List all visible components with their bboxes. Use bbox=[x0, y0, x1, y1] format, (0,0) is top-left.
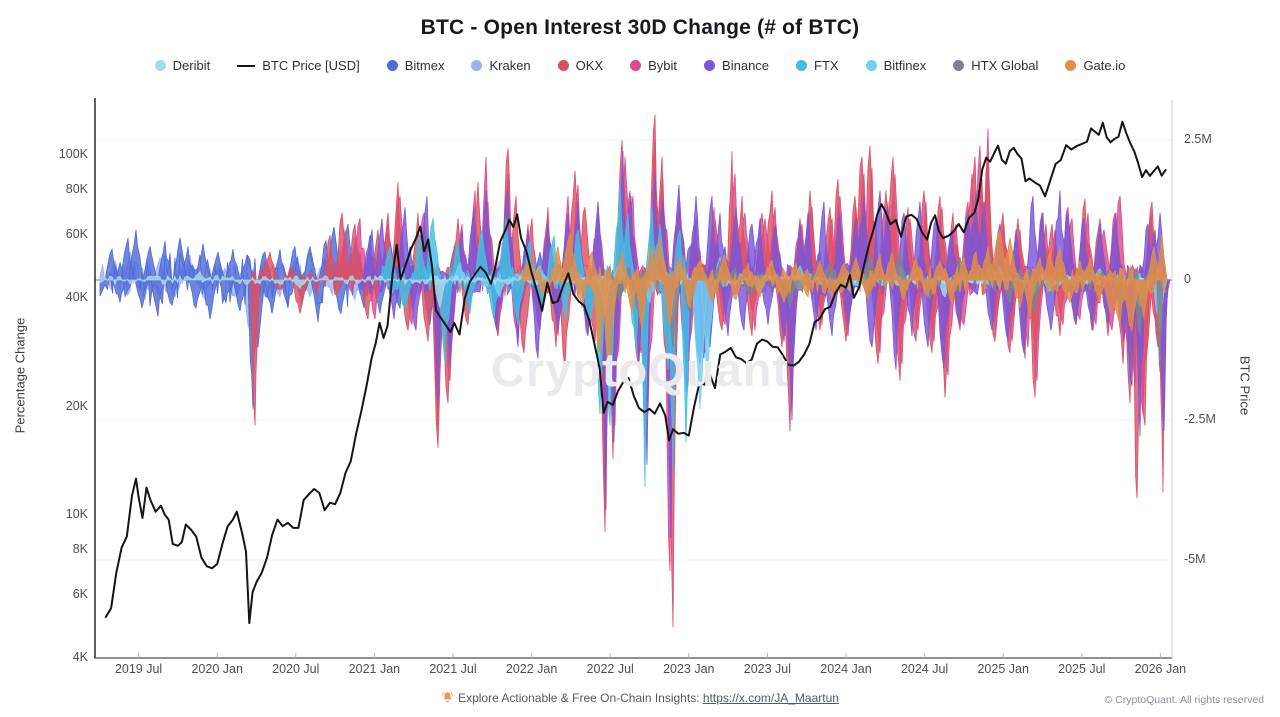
x-axis-tick: 2023 Jan bbox=[663, 662, 715, 676]
legend-item-kraken[interactable]: Kraken bbox=[471, 58, 531, 73]
footer: Explore Actionable & Free On-Chain Insig… bbox=[0, 691, 1280, 705]
right-axis-title: BTC Price bbox=[1237, 355, 1253, 416]
legend-label: BTC Price [USD] bbox=[262, 58, 360, 73]
x-axis-tick: 2022 Jan bbox=[505, 662, 558, 676]
footer-text: Explore Actionable & Free On-Chain Insig… bbox=[458, 691, 703, 705]
right-axis-tick: -5M bbox=[1184, 552, 1206, 566]
x-axis-tick: 2021 Jan bbox=[348, 662, 401, 676]
legend-item-htx-global[interactable]: HTX Global bbox=[953, 58, 1038, 73]
footer-link[interactable]: https://x.com/JA_Maartun bbox=[702, 691, 839, 705]
legend-label: Bitmex bbox=[404, 58, 445, 73]
chart-title: BTC - Open Interest 30D Change (# of BTC… bbox=[420, 16, 860, 39]
series-dot-swatch bbox=[630, 60, 642, 71]
left-axis-tick: 100K bbox=[58, 147, 88, 162]
btc-price-line bbox=[104, 120, 1167, 625]
legend-label: OKX bbox=[575, 58, 604, 73]
x-axis-tick: 2024 Jul bbox=[900, 662, 949, 676]
left-axis-tick: 80K bbox=[65, 181, 88, 196]
legend: Deribit BTC Price [USD] Bitmex Kraken OKX Byb… bbox=[0, 58, 1280, 73]
legend-label: HTX Global bbox=[971, 58, 1039, 73]
series-dot-swatch bbox=[154, 60, 166, 71]
legend-item-gate-io[interactable]: Gate.io bbox=[1065, 58, 1125, 73]
x-axis-tick: 2023 Jul bbox=[743, 662, 792, 676]
legend-item-binance[interactable]: Binance bbox=[704, 58, 769, 73]
series-dot-swatch bbox=[471, 60, 483, 71]
left-axis-tick: 40K bbox=[65, 290, 88, 305]
legend-item-bitmex[interactable]: Bitmex bbox=[386, 58, 445, 73]
series-dot-swatch bbox=[557, 60, 569, 71]
x-axis-tick: 2020 Jul bbox=[272, 662, 320, 676]
legend-item-deribit[interactable]: Deribit bbox=[154, 58, 211, 73]
legend-label: Binance bbox=[722, 58, 770, 73]
left-axis-title: Percentage Change bbox=[12, 317, 28, 434]
left-axis-tick: 8K bbox=[72, 541, 88, 556]
series-dot-swatch bbox=[865, 60, 877, 71]
right-axis-tick: -2.5M bbox=[1184, 412, 1216, 426]
price-line-swatch bbox=[237, 64, 256, 67]
series-binance bbox=[359, 151, 1169, 538]
left-axis-tick: 6K bbox=[72, 586, 88, 601]
x-axis-tick: 2019 Jul bbox=[114, 662, 163, 676]
left-axis-tick: 60K bbox=[65, 226, 88, 241]
x-axis-tick: 2025 Jul bbox=[1058, 662, 1106, 676]
right-axis-tick: 0 bbox=[1184, 272, 1191, 286]
series-dot-swatch bbox=[1065, 60, 1077, 71]
x-axis-tick: 2024 Jan bbox=[820, 662, 872, 676]
copyright: © CryptoQuant. All rights reserved bbox=[1096, 694, 1264, 706]
legend-item-ftx[interactable]: FTX bbox=[796, 58, 839, 73]
x-axis-tick: 2026 Jan bbox=[1134, 662, 1187, 676]
series-dot-swatch bbox=[796, 60, 808, 71]
x-axis-tick: 2020 Jan bbox=[191, 662, 243, 676]
x-axis-tick: 2022 Jul bbox=[586, 662, 634, 676]
legend-label: Deribit bbox=[172, 58, 211, 73]
x-axis-tick: 2025 Jan bbox=[977, 662, 1029, 676]
x-axis-tick: 2021 Jul bbox=[429, 662, 477, 676]
legend-item-btc-price-usd-[interactable]: BTC Price [USD] bbox=[237, 58, 360, 73]
left-axis-tick: 4K bbox=[72, 650, 88, 664]
legend-item-bybit[interactable]: Bybit bbox=[630, 58, 677, 73]
legend-item-okx[interactable]: OKX bbox=[557, 58, 604, 73]
legend-label: Bybit bbox=[648, 58, 678, 73]
series-dot-swatch bbox=[386, 60, 398, 71]
left-axis-tick: 20K bbox=[65, 398, 88, 413]
legend-item-bitfinex[interactable]: Bitfinex bbox=[865, 58, 927, 73]
bell-icon bbox=[442, 692, 453, 703]
series-dot-swatch bbox=[953, 60, 965, 71]
series-dot-swatch bbox=[704, 60, 716, 71]
legend-label: Kraken bbox=[489, 58, 531, 73]
right-axis-tick: 2.5M bbox=[1184, 132, 1212, 146]
legend-label: FTX bbox=[814, 58, 839, 73]
legend-label: Bitfinex bbox=[883, 58, 927, 73]
left-axis-tick: 10K bbox=[65, 506, 88, 521]
series-gate-io bbox=[519, 228, 1168, 376]
legend-label: Gate.io bbox=[1083, 58, 1126, 73]
